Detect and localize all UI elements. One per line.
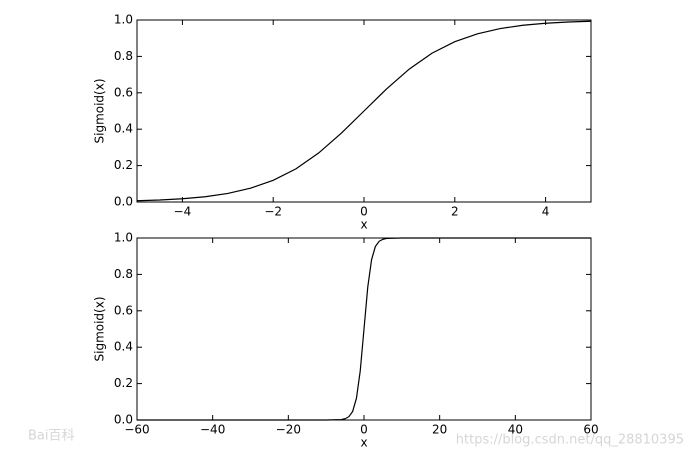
sigmoid-line bbox=[136, 20, 592, 202]
y-tick-label: 0.6 bbox=[114, 303, 133, 317]
sigmoid-line bbox=[137, 237, 591, 421]
x-tick-label: −20 bbox=[276, 423, 301, 437]
y-tick-label: 0.0 bbox=[114, 195, 133, 209]
x-axis-label: x bbox=[360, 218, 367, 232]
axes-frame bbox=[136, 19, 592, 203]
x-tick-label: 20 bbox=[432, 423, 447, 437]
x-tick-label: −40 bbox=[200, 423, 225, 437]
y-axis-label: Sigmoid(x) bbox=[93, 78, 107, 143]
y-tick-label: 0.6 bbox=[114, 85, 133, 99]
watermark: https://blog.csdn.net/qq_28810395 bbox=[456, 433, 684, 448]
y-tick-label: 0.2 bbox=[114, 376, 133, 390]
y-tick-label: 0.0 bbox=[114, 413, 133, 427]
x-tick-label: 0 bbox=[360, 423, 368, 437]
y-tick-label: 0.8 bbox=[114, 49, 133, 63]
y-tick-label: 0.4 bbox=[114, 340, 133, 354]
y-tick-label: 0.2 bbox=[114, 158, 133, 172]
x-tick-label: 40 bbox=[508, 423, 523, 437]
watermark: Bai百科 bbox=[28, 429, 75, 444]
x-tick-label: 60 bbox=[583, 423, 598, 437]
y-tick-label: 0.4 bbox=[114, 122, 133, 136]
x-tick-label: 4 bbox=[542, 205, 550, 219]
y-tick-label: 1.0 bbox=[114, 13, 133, 27]
x-axis-label: x bbox=[360, 436, 367, 450]
y-axis-label: Sigmoid(x) bbox=[93, 296, 107, 361]
y-tick-label: 0.8 bbox=[114, 267, 133, 281]
x-tick-label: −2 bbox=[264, 205, 282, 219]
x-tick-label: −60 bbox=[124, 423, 149, 437]
axes-frame bbox=[136, 237, 592, 421]
x-tick-label: −4 bbox=[174, 205, 192, 219]
y-tick-label: 1.0 bbox=[114, 231, 133, 245]
x-tick-label: 2 bbox=[451, 205, 459, 219]
x-tick-label: 0 bbox=[360, 205, 368, 219]
